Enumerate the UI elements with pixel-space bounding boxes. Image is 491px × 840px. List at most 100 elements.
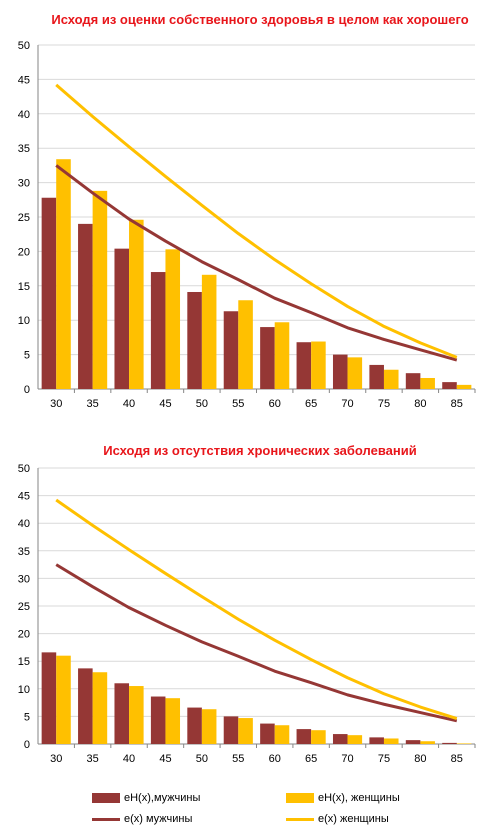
x-tick-label: 80 (414, 398, 426, 410)
x-tick-label: 55 (232, 753, 244, 765)
y-tick-label: 30 (18, 573, 30, 585)
chart-legend: eH(x),мужчины eH(x), женщины e(x) мужчин… (0, 780, 491, 840)
y-tick-label: 25 (18, 212, 30, 224)
bar-men (187, 291, 202, 389)
y-tick-label: 35 (18, 143, 30, 155)
bar-men (405, 740, 421, 744)
bar-men (442, 742, 457, 744)
y-tick-label: 20 (18, 629, 30, 641)
y-tick-label: 45 (18, 491, 30, 503)
bar-women (420, 741, 435, 744)
bar-men (78, 223, 93, 389)
x-tick-label: 60 (269, 753, 281, 765)
x-tick-label: 45 (159, 753, 171, 765)
bar-men (296, 342, 312, 389)
x-tick-label: 40 (123, 398, 135, 410)
x-tick-label: 35 (87, 398, 99, 410)
x-tick-label: 35 (87, 753, 99, 765)
bar-women (92, 190, 108, 389)
x-tick-label: 40 (123, 753, 135, 765)
bar-men (41, 652, 57, 744)
y-tick-label: 15 (18, 656, 30, 668)
legend-label: e(x) мужчины (124, 813, 193, 825)
line-series-women (55, 498, 458, 721)
x-tick-label: 30 (50, 398, 62, 410)
x-tick-label: 45 (159, 398, 171, 410)
bar-women (347, 735, 363, 744)
y-tick-label: 15 (18, 281, 30, 293)
bar-women (92, 672, 108, 744)
bar-men (114, 248, 130, 389)
y-tick-label: 30 (18, 178, 30, 190)
line-series-men (55, 563, 458, 723)
y-tick-label: 5 (24, 350, 30, 362)
bar-women (165, 698, 181, 744)
bar-women (420, 377, 435, 389)
bar-men (223, 311, 239, 389)
legend-item-line-women: e(x) женщины (286, 813, 389, 825)
bar-women (129, 686, 144, 744)
chart-title: Исходя из отсутствия хронических заболев… (103, 443, 417, 458)
bar-women (347, 357, 363, 389)
bar-women (274, 725, 290, 744)
bar-men (442, 382, 457, 389)
bar-women (456, 743, 472, 744)
legend-label: eH(x),мужчины (124, 792, 201, 804)
line-series-women (55, 83, 458, 359)
y-tick-label: 10 (18, 315, 30, 327)
y-tick-label: 0 (24, 739, 30, 751)
bar-women (201, 709, 217, 744)
bar-men (369, 737, 384, 744)
x-tick-label: 60 (269, 398, 281, 410)
chart-svg: 0 5 10 15 20 25 30 35 40 45 50 30 35 40 45 50 55 60 65 70 75… (18, 463, 476, 765)
legend-label: e(x) женщины (318, 813, 389, 825)
bar-women (383, 369, 399, 389)
x-tick-label: 65 (305, 753, 317, 765)
bar-women (274, 322, 290, 389)
bar-women (311, 341, 326, 389)
bar-women (238, 718, 253, 744)
bar-women (201, 274, 217, 389)
bar-women (383, 738, 399, 744)
bar-men (150, 272, 166, 389)
x-tick-label: 70 (341, 753, 353, 765)
bar-men (114, 683, 130, 744)
x-tick-label: 55 (232, 398, 244, 410)
legend-swatch (286, 817, 314, 821)
bar-women (311, 730, 326, 744)
legend-swatch (286, 793, 314, 803)
bar-women (56, 159, 71, 389)
y-tick-label: 25 (18, 601, 30, 613)
legend-swatch (92, 817, 120, 821)
y-tick-label: 50 (18, 40, 30, 52)
bar-women (56, 655, 71, 744)
legend-swatch (92, 793, 120, 803)
chart-title: Исходя из оценки собственного здоровья в… (51, 12, 469, 27)
bar-men (260, 327, 275, 389)
y-tick-label: 40 (18, 518, 30, 530)
legend-item-line-men: e(x) мужчины (92, 813, 192, 825)
bar-men (78, 668, 93, 744)
x-tick-label: 30 (50, 753, 62, 765)
y-tick-label: 20 (18, 246, 30, 258)
y-tick-label: 35 (18, 546, 30, 558)
bar-women (238, 300, 253, 389)
legend-item-bar-women: eH(x), женщины (286, 792, 400, 804)
x-tick-label: 50 (196, 398, 208, 410)
x-tick-label: 85 (451, 398, 463, 410)
legend-item-bar-men: eH(x),мужчины (92, 792, 200, 804)
x-tick-label: 80 (414, 753, 426, 765)
x-tick-label: 65 (305, 398, 317, 410)
y-tick-label: 5 (24, 711, 30, 723)
bar-women (129, 219, 144, 389)
bar-men (332, 354, 348, 389)
chart-svg: 0 5 10 15 20 25 30 35 40 45 50 30 35 40 45 50 55 60 65 70 75… (18, 40, 476, 410)
x-tick-label: 75 (378, 753, 390, 765)
legend-label: eH(x), женщины (318, 792, 400, 804)
bar-men (187, 707, 202, 744)
y-tick-label: 40 (18, 109, 30, 121)
y-tick-label: 50 (18, 463, 30, 475)
bar-men (369, 364, 384, 389)
x-tick-label: 50 (196, 753, 208, 765)
bar-men (223, 716, 239, 744)
